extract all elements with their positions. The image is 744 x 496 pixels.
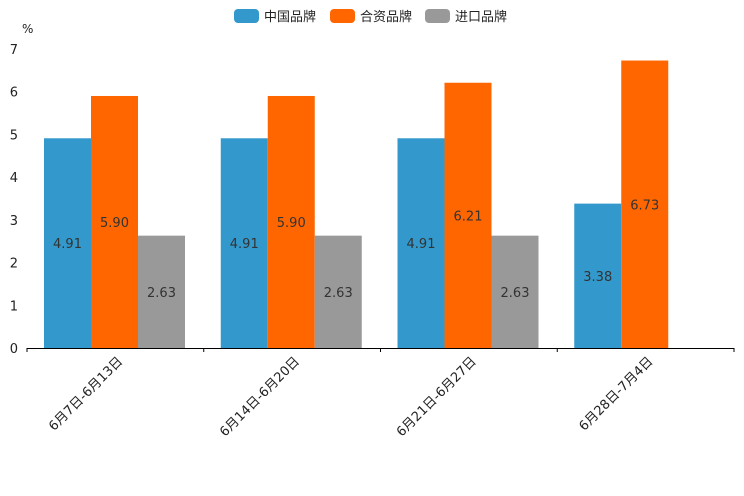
data-label-1-2: 4.91 — [230, 237, 259, 252]
bar-1-4[interactable] — [574, 203, 622, 348]
x-axis: 6月7日-6月13日 6月14日-6月20日 6月21日-6月27日 6月28日-7月… — [26, 348, 735, 440]
bar-2-1[interactable] — [91, 95, 138, 348]
x-tick-label: 6月14日-6月20日 — [217, 354, 303, 440]
bars: 4.91 5.90 2.63 4.91 5.90 2.63 4.91 6.21 2.63 3.38… — [44, 60, 669, 348]
y-tick-label: 3 — [10, 214, 18, 229]
data-label-1-3: 4.91 — [407, 237, 436, 252]
legend-label-1[interactable]: 中国品牌 — [264, 9, 316, 25]
y-tick-label: 4 — [10, 171, 18, 186]
data-label-1-4: 3.38 — [583, 270, 612, 285]
x-tick-label: 6月28日-7月4日 — [577, 354, 657, 434]
legend-swatch-3[interactable] — [425, 9, 450, 23]
x-tick-label: 6月7日-6月13日 — [46, 354, 126, 434]
legend-swatch-1[interactable] — [234, 9, 259, 23]
bar-1-2[interactable] — [220, 138, 268, 348]
legend-label-3[interactable]: 进口品牌 — [455, 9, 507, 25]
y-tick-label: 6 — [10, 86, 18, 101]
legend: 中国品牌 合资品牌 进口品牌 — [234, 9, 507, 25]
y-tick-label: 2 — [10, 257, 18, 272]
bar-2-4[interactable] — [621, 60, 669, 348]
data-label-1-1: 4.91 — [53, 237, 82, 252]
y-axis-unit: % — [22, 22, 33, 36]
data-label-2-4: 6.73 — [630, 198, 659, 213]
y-axis: 0 1 2 3 4 5 6 7 — [10, 43, 18, 357]
x-tick-label: 6月21日-6月27日 — [394, 354, 480, 440]
bar-1-3[interactable] — [397, 138, 445, 348]
bar-2-2[interactable] — [267, 95, 315, 348]
bar-1-1[interactable] — [44, 138, 91, 348]
legend-label-2[interactable]: 合资品牌 — [360, 9, 412, 25]
data-label-2-1: 5.90 — [100, 216, 129, 231]
y-tick-label: 1 — [10, 299, 18, 314]
data-label-3-1: 2.63 — [147, 286, 176, 301]
bar-3-2[interactable] — [314, 235, 362, 348]
data-label-3-2: 2.63 — [324, 286, 353, 301]
y-tick-label: 5 — [10, 128, 18, 143]
data-label-2-2: 5.90 — [277, 216, 306, 231]
y-tick-label: 7 — [10, 43, 18, 58]
bar-2-3[interactable] — [444, 82, 492, 348]
y-tick-label: 0 — [10, 342, 18, 357]
data-label-3-3: 2.63 — [501, 286, 530, 301]
bar-3-1[interactable] — [138, 235, 185, 348]
data-label-2-3: 6.21 — [454, 209, 483, 224]
legend-swatch-2[interactable] — [330, 9, 355, 23]
bar-3-3[interactable] — [491, 235, 539, 348]
